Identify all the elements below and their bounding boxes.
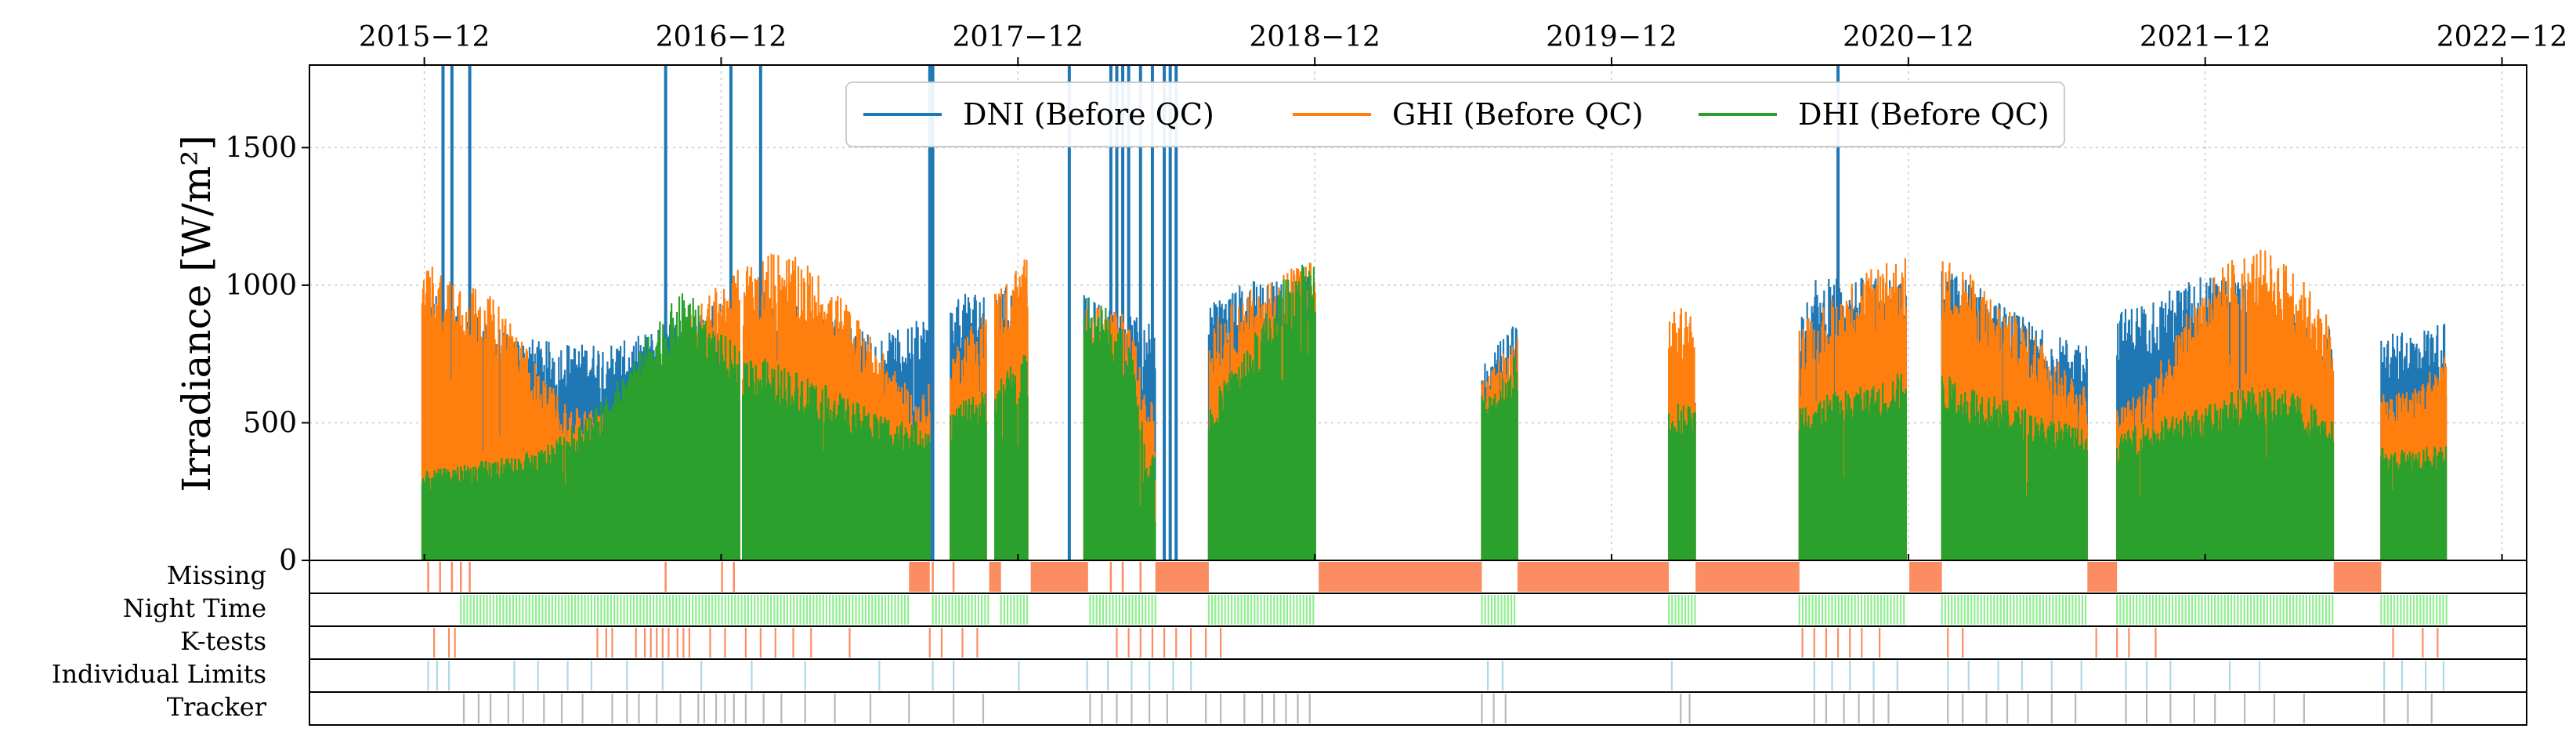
y-axis-label: Irradiance [W/m²] — [174, 135, 219, 492]
flag-row-label: Missing — [167, 560, 266, 590]
missing-block — [1030, 562, 1087, 592]
flag-row-label: Tracker — [167, 692, 267, 722]
night-time-ticks — [1668, 595, 1696, 625]
night-time-ticks — [1481, 595, 1516, 625]
missing-block — [989, 562, 1001, 592]
night-time-ticks — [1000, 595, 1029, 625]
missing-block — [1319, 562, 1482, 592]
night-time-ticks — [2116, 595, 2334, 625]
flag-row-frame — [309, 691, 2527, 726]
legend-label: GHI (Before QC) — [1392, 97, 1644, 132]
axis-layer: 2015−12 2016−12 2017−12 2018−12 2019−12 2020−… — [225, 21, 2567, 577]
x-tick-label: 2015−12 — [359, 21, 490, 53]
missing-block — [1517, 562, 1670, 592]
night-time-ticks — [460, 595, 910, 625]
legend-box — [845, 82, 2065, 147]
x-tick-label: 2019−12 — [1546, 21, 1677, 53]
flag-row-label: Night Time — [123, 593, 266, 623]
missing-block — [909, 562, 930, 592]
series-line — [421, 264, 2448, 560]
night-time-ticks — [1089, 595, 1156, 625]
legend-label: DHI (Before QC) — [1798, 97, 2050, 132]
flag-row-tracker: Tracker — [167, 691, 2527, 726]
flag-row-night-time: Night Time — [123, 593, 2527, 627]
night-time-ticks — [1941, 595, 2087, 625]
x-tick-label: 2018−12 — [1249, 21, 1380, 53]
grid-lines — [309, 65, 2527, 560]
missing-block — [1155, 562, 1209, 592]
y-tick-label: 0 — [279, 545, 297, 577]
night-time-ticks — [932, 595, 990, 625]
x-tick-label: 2016−12 — [656, 21, 787, 53]
y-tick-label: 1000 — [225, 270, 297, 302]
legend-label: DNI (Before QC) — [963, 97, 1214, 132]
legend: DNI (Before QC) GHI (Before QC) DHI (Befor… — [845, 82, 2065, 147]
y-tick-label: 500 — [243, 407, 297, 439]
night-time-ticks — [1207, 595, 1315, 625]
missing-block — [1695, 562, 1800, 592]
missing-block — [2333, 562, 2382, 592]
y-tick-label: 1500 — [225, 132, 297, 164]
series-layer — [421, 65, 2448, 560]
x-tick-label: 2017−12 — [953, 21, 1084, 53]
night-time-ticks — [2380, 595, 2448, 625]
flag-row-k-tests: K-tests — [180, 625, 2527, 660]
missing-block — [2087, 562, 2118, 592]
flag-row-label: Individual Limits — [52, 659, 266, 689]
x-tick-label: 2022−12 — [2437, 21, 2568, 53]
series-dhi — [421, 264, 2448, 560]
night-time-ticks — [1798, 595, 1905, 625]
x-tick-label: 2020−12 — [1843, 21, 1974, 53]
x-tick-label: 2021−12 — [2140, 21, 2271, 53]
missing-block — [1908, 562, 1942, 592]
flag-row-label: K-tests — [180, 626, 266, 656]
